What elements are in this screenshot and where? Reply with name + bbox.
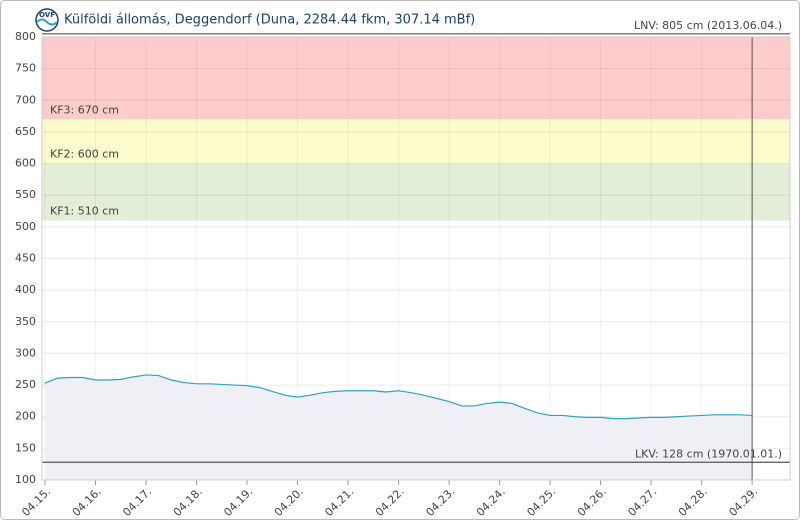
threshold-band (42, 119, 790, 164)
threshold-band (42, 163, 790, 221)
y-tick-label: 450 (15, 252, 36, 265)
y-tick-label: 350 (15, 315, 36, 328)
chart-title: Külföldi állomás, Deggendorf (Duna, 2284… (64, 13, 475, 28)
plot-border (41, 36, 791, 481)
line (44, 374, 753, 420)
y-tick-label: 550 (15, 188, 36, 201)
y-tick-label: 800 (15, 30, 36, 43)
band-label: KF2: 600 cm (50, 148, 119, 161)
logo: OVF (35, 8, 59, 32)
svg-text:OVF: OVF (39, 11, 55, 19)
area (45, 374, 753, 480)
threshold-band (42, 37, 790, 120)
y-tick-label: 100 (15, 473, 36, 486)
band-label: KF3: 670 cm (50, 103, 119, 116)
y-tick-label: 400 (15, 283, 36, 296)
y-tick-label: 200 (15, 410, 36, 423)
y-tick-label: 300 (15, 346, 36, 359)
y-tick-label: 650 (15, 125, 36, 138)
reference-label: LKV: 128 cm (1970.01.01.) (635, 447, 782, 460)
reference-label: LNV: 805 cm (2013.06.04.) (634, 19, 782, 32)
band-label: KF1: 510 cm (50, 205, 119, 218)
y-tick-label: 600 (15, 157, 36, 170)
y-tick-label: 150 (15, 441, 36, 454)
y-tick-label: 700 (15, 93, 36, 106)
y-tick-label: 500 (15, 220, 36, 233)
y-tick-label: 750 (15, 62, 36, 75)
y-tick-label: 250 (15, 378, 36, 391)
